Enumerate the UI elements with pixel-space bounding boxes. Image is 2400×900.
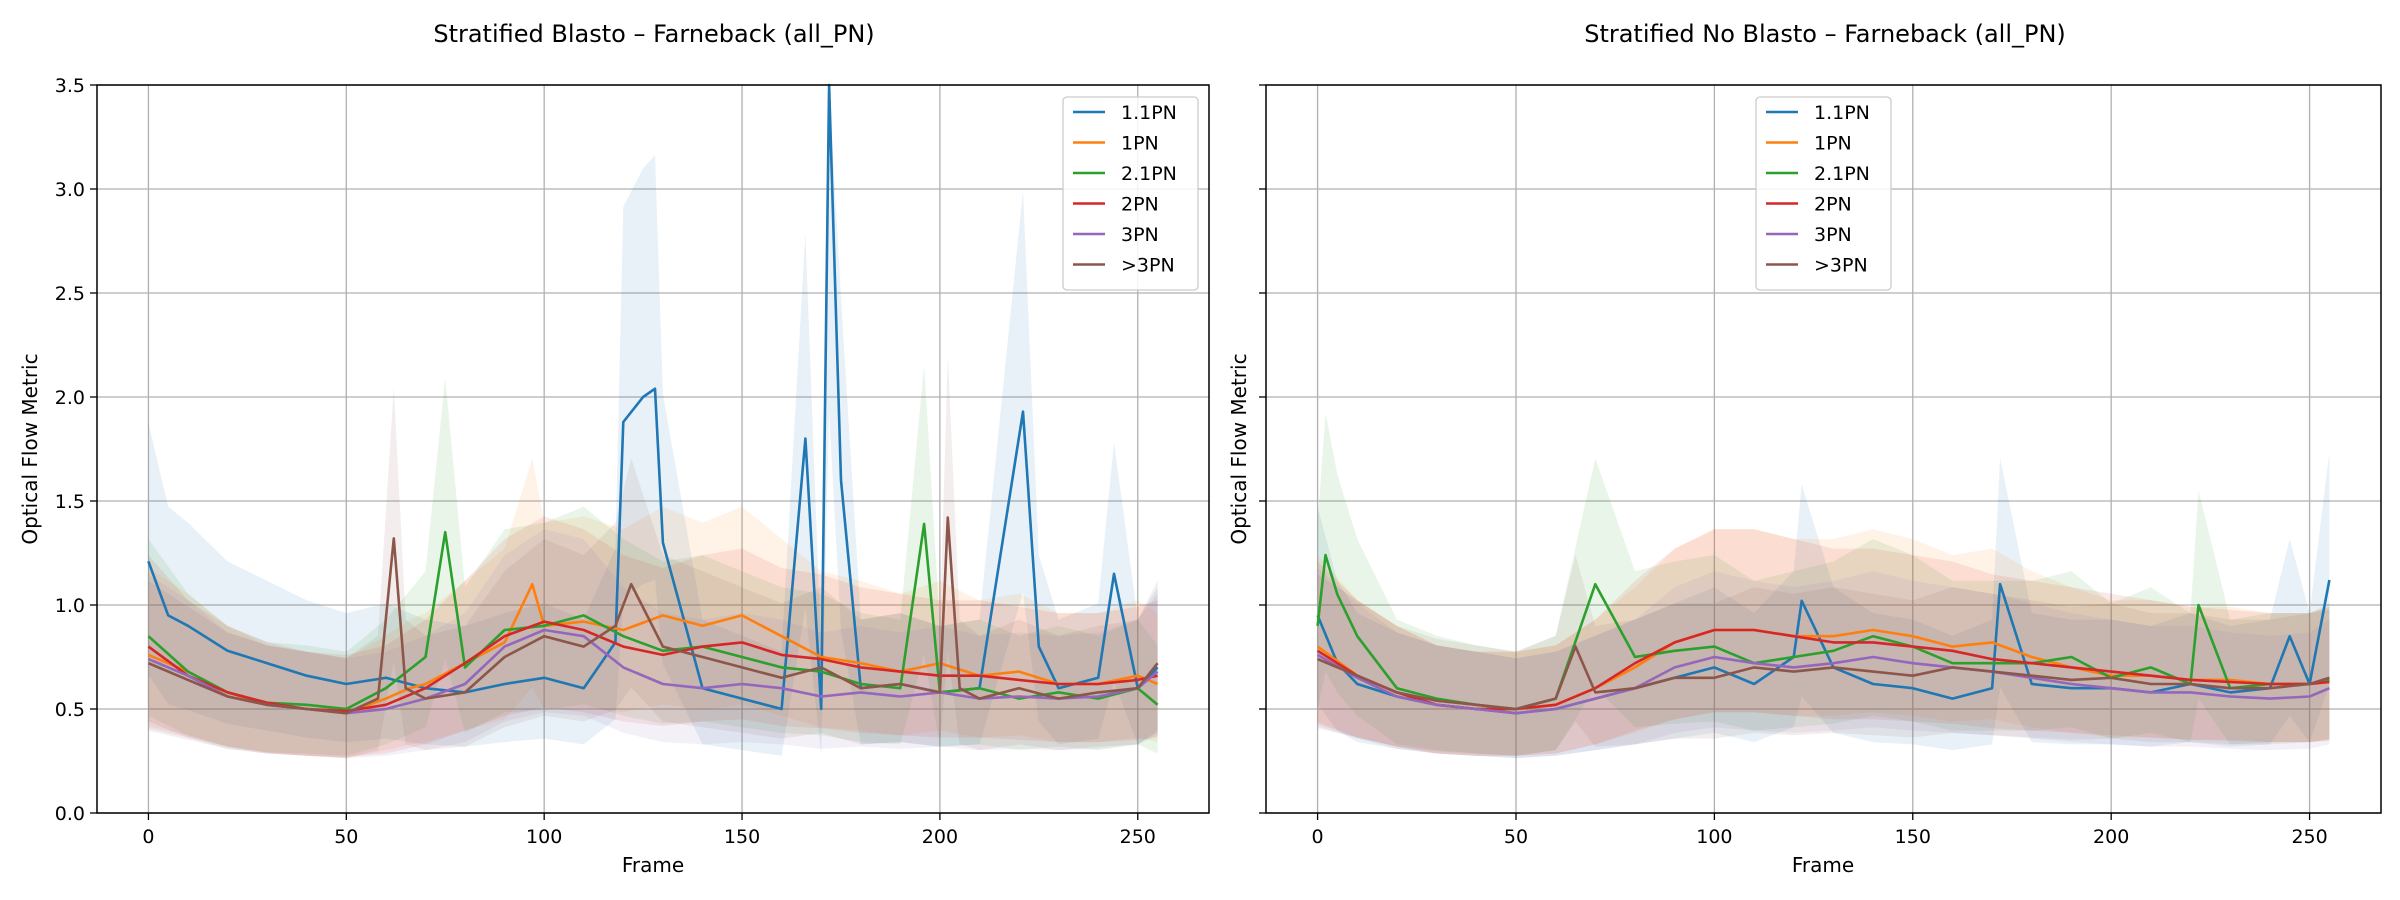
series-lines xyxy=(1316,553,2331,715)
std-band-1-1pn xyxy=(148,85,1158,756)
series-line-2pn xyxy=(1316,628,2330,711)
legend: 1.1PN 1PN 2.1PN 2PN 3PN >3PN xyxy=(1755,96,1892,291)
x-axis-label: Frame xyxy=(622,853,684,877)
legend-label-2-1pn: 2.1PN xyxy=(1121,163,1177,185)
x-tick-label: 200 xyxy=(922,826,958,848)
legend-label-2pn: 2PN xyxy=(1121,194,1159,216)
x-tick-label: 150 xyxy=(1895,826,1931,848)
legend-label-1-1pn: 1.1PN xyxy=(1121,102,1177,124)
y-tick-label: 3.5 xyxy=(55,75,85,97)
legend-label-3pn: 3PN xyxy=(1121,224,1159,246)
x-tick-label: 0 xyxy=(1312,826,1324,848)
x-axis-label: Frame xyxy=(1792,853,1854,877)
y-tick-label: 0.0 xyxy=(55,803,85,825)
legend-label-2pn: 2PN xyxy=(1814,194,1852,216)
chart-panel-blasto: Stratified Blasto – Farneback (all_PN) 0… xyxy=(18,20,1210,877)
y-axis-label: Optical Flow Metric xyxy=(18,353,42,544)
y-tick-label: 1.0 xyxy=(55,595,85,617)
x-tick-label: 50 xyxy=(334,826,358,848)
std-band-3pn xyxy=(148,529,1158,759)
chart-title: Stratified Blasto – Farneback (all_PN) xyxy=(433,20,874,48)
x-axis-ticks: 0 50 100 150 200 250 xyxy=(142,813,1156,848)
x-tick-label: 200 xyxy=(2093,826,2129,848)
legend-label-2-1pn: 2.1PN xyxy=(1814,163,1870,185)
plot-frame xyxy=(96,84,1210,814)
x-tick-label: 150 xyxy=(724,826,760,848)
y-tick-label: 2.0 xyxy=(55,387,85,409)
plot-frame xyxy=(1265,84,2382,814)
chart-title: Stratified No Blasto – Farneback (all_PN… xyxy=(1584,20,2066,48)
legend-label-3pn: 3PN xyxy=(1814,224,1852,246)
legend: 1.1PN 1PN 2.1PN 2PN 3PN >3PN xyxy=(1062,96,1199,291)
legend-label-1-1pn: 1.1PN xyxy=(1814,102,1870,124)
legend-label-gt3pn: >3PN xyxy=(1814,255,1868,277)
x-tick-label: 100 xyxy=(526,826,562,848)
std-band-1pn xyxy=(148,458,1158,759)
chart-panel-no-blasto: Stratified No Blasto – Farneback (all_PN… xyxy=(1227,20,2382,877)
series-lines xyxy=(147,83,1159,715)
y-axis-ticks xyxy=(1259,84,1266,814)
x-axis-ticks: 0 50 100 150 200 250 xyxy=(1312,813,2328,848)
x-tick-label: 0 xyxy=(142,826,154,848)
y-tick-label: 2.5 xyxy=(55,283,85,305)
series-line-2-1pn xyxy=(1316,553,2330,711)
x-tick-label: 100 xyxy=(1696,826,1732,848)
legend-box xyxy=(1755,96,1892,291)
x-tick-label: 50 xyxy=(1504,826,1528,848)
y-tick-label: 1.5 xyxy=(55,491,85,513)
series-line-gt3pn xyxy=(1317,645,2330,711)
legend-label-1pn: 1PN xyxy=(1814,133,1852,155)
series-line-gt3pn xyxy=(147,516,1159,715)
series-line-1-1pn xyxy=(147,83,1159,711)
y-axis-label: Optical Flow Metric xyxy=(1227,353,1251,544)
legend-box xyxy=(1062,96,1199,291)
y-tick-label: 0.5 xyxy=(55,699,85,721)
legend-label-gt3pn: >3PN xyxy=(1121,255,1175,277)
x-tick-label: 250 xyxy=(1120,826,1156,848)
legend-label-1pn: 1PN xyxy=(1121,133,1159,155)
series-line-3pn xyxy=(1316,653,2330,715)
std-band-1-1pn xyxy=(1317,451,2330,759)
series-line-2-1pn xyxy=(147,522,1159,711)
x-tick-label: 250 xyxy=(2291,826,2327,848)
y-axis-ticks: 0.0 0.5 1.0 1.5 2.0 2.5 3.0 3.5 xyxy=(55,75,97,825)
y-tick-label: 3.0 xyxy=(55,179,85,201)
std-band-2-1pn xyxy=(1317,413,2330,756)
